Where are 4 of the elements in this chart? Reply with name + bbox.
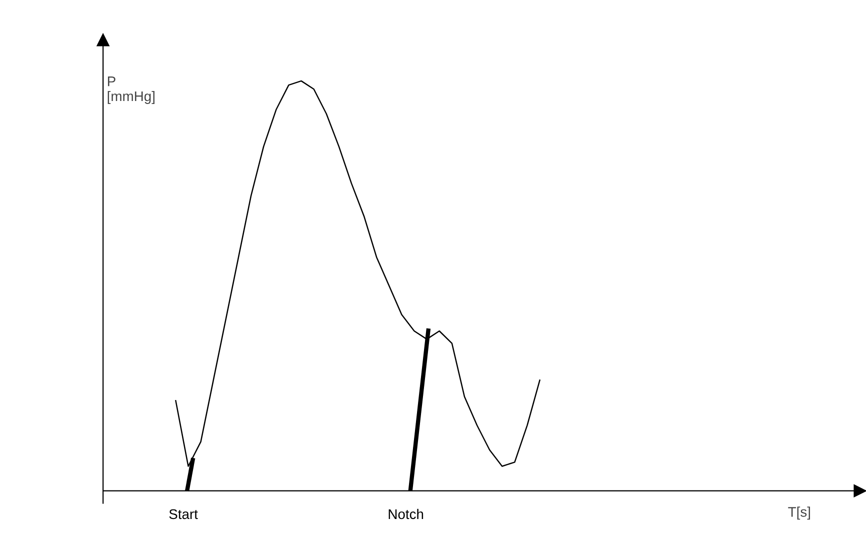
y-axis-title: P [mmHg] [108,76,154,104]
text: Notch [388,508,424,520]
text: T[s] [788,506,810,520]
text: Start [169,509,198,520]
